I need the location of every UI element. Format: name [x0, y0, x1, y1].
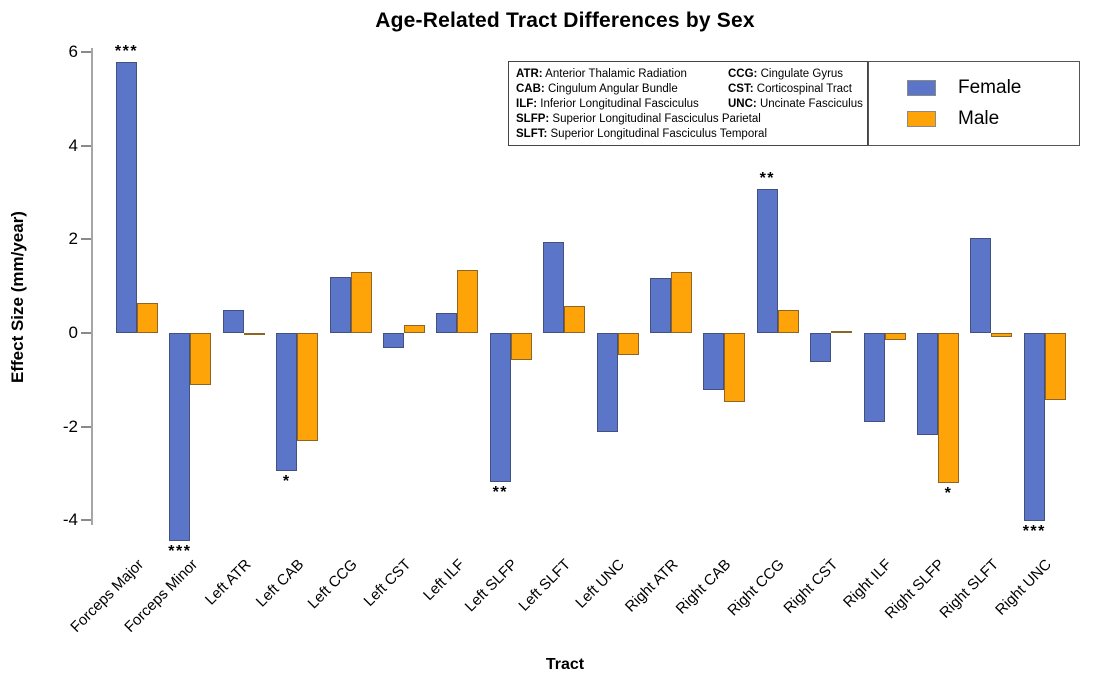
y-tick-mark	[81, 332, 91, 334]
abbreviation-ccg: CCG: Cingulate Gyrus	[728, 68, 844, 80]
abbreviation-atr: ATR: Anterior Thalamic Radiation	[516, 68, 687, 80]
bar-male-right-slft	[991, 333, 1013, 337]
x-tick: Right UNC	[808, 554, 1055, 619]
bar-male-right-slfp	[938, 333, 959, 483]
abbreviation-row: CAB: Cingulum Angular Bundle CST: Cortico…	[516, 82, 867, 97]
bar-female-right-cab	[703, 333, 725, 391]
bar-male-forceps-major	[137, 302, 158, 333]
significance-marker-right-ccg: **	[759, 169, 776, 187]
significance-marker-forceps-minor: ***	[168, 543, 192, 561]
bar-male-left-ccg	[350, 272, 372, 333]
bar-male-forceps-minor	[190, 333, 212, 386]
bar-female-forceps-minor	[169, 333, 191, 542]
bar-female-left-ccg	[329, 276, 351, 333]
bar-male-right-atr	[671, 272, 692, 333]
y-tick-mark	[81, 51, 91, 54]
legend: Female Male	[868, 61, 1080, 146]
legend-item-female: Female	[907, 77, 1079, 99]
x-axis-label: Tract	[545, 656, 585, 673]
y-axis-line	[91, 48, 93, 525]
bar-male-right-ccg	[777, 309, 799, 333]
legend-item-male: Male	[907, 108, 1079, 130]
y-tick-label: 0	[68, 323, 78, 342]
bar-female-left-ilf	[436, 313, 458, 333]
bar-female-left-cst	[383, 333, 404, 348]
y-tick-label: 4	[68, 135, 78, 155]
bar-male-left-cst	[404, 325, 425, 333]
y-tick-mark	[81, 144, 91, 147]
abbreviation-cst: CST: Corticospinal Tract	[728, 83, 852, 95]
bar-female-left-slft	[543, 241, 565, 333]
y-tick-label: 6	[68, 42, 78, 62]
y-tick-mark	[81, 519, 91, 522]
abbreviation-slft: SLFT: Superior Longitudinal Fasciculus T…	[516, 128, 767, 140]
legend-label-male: Male	[958, 108, 1000, 129]
significance-marker-right-slfp: *	[944, 484, 953, 502]
abbreviation-slfp: SLFP: Superior Longitudinal Fasciculus P…	[516, 113, 761, 125]
bar-male-right-cab	[724, 333, 746, 403]
significance-marker-left-cab: *	[282, 473, 291, 491]
y-tick-label: 2	[68, 229, 78, 249]
abbreviation-row: SLFP: Superior Longitudinal Fasciculus P…	[516, 112, 867, 127]
female-color-swatch	[907, 80, 936, 96]
bar-female-left-slfp	[489, 333, 511, 482]
abbreviation-row: SLFT: Superior Longitudinal Fasciculus T…	[516, 127, 867, 142]
bar-male-left-unc	[617, 333, 639, 355]
bar-female-forceps-major	[116, 62, 137, 333]
bar-male-left-cab	[297, 333, 319, 441]
male-color-swatch	[907, 111, 936, 127]
bar-female-left-atr	[222, 309, 244, 333]
y-tick-mark	[81, 238, 91, 241]
bar-female-right-slft	[970, 238, 992, 333]
bar-male-left-atr	[243, 333, 265, 336]
bar-male-left-slfp	[510, 333, 532, 360]
bar-female-left-cab	[276, 333, 298, 472]
y-tick-mark	[81, 425, 91, 428]
bar-male-right-unc	[1044, 333, 1066, 401]
x-tick-label-right-unc: Right UNC	[992, 555, 1056, 619]
y-axis-label-wrap: Effect Size (mm/year)	[8, 147, 28, 447]
significance-marker-right-unc: ***	[1022, 523, 1046, 541]
y-axis-label: Effect Size (mm/year)	[8, 211, 27, 383]
abbreviation-row: ATR: Anterior Thalamic Radiation CCG: Cin…	[516, 67, 867, 82]
bar-male-right-ilf	[884, 333, 906, 341]
bar-female-right-cst	[810, 333, 832, 363]
abbreviation-row: ILF: Inferior Longitudinal Fasciculus UNC…	[516, 97, 867, 112]
abbreviation-unc: UNC: Uncinate Fasciculus	[728, 98, 863, 110]
significance-marker-forceps-major: ***	[114, 43, 139, 61]
abbreviation-ilf: ILF: Inferior Longitudinal Fasciculus	[516, 98, 699, 110]
y-tick-label: -2	[62, 416, 78, 436]
bar-male-left-ilf	[457, 269, 479, 333]
bar-male-left-slft	[564, 305, 586, 333]
bar-female-right-slfp	[917, 333, 938, 436]
bar-female-left-unc	[596, 333, 618, 433]
bar-female-right-atr	[650, 277, 671, 333]
bar-female-right-unc	[1023, 333, 1045, 522]
significance-marker-left-slfp: **	[492, 483, 509, 501]
chart-title: Age-Related Tract Differences by Sex	[375, 9, 755, 32]
y-tick-label: -4	[62, 510, 78, 530]
bar-female-right-ilf	[863, 333, 885, 422]
abbreviation-cab: CAB: Cingulum Angular Bundle	[516, 83, 678, 95]
bar-female-right-ccg	[756, 188, 778, 333]
bar-male-right-cst	[831, 330, 853, 333]
legend-label-female: Female	[958, 77, 1022, 98]
abbreviation-key: ATR: Anterior Thalamic Radiation CCG: Cin…	[508, 61, 868, 146]
